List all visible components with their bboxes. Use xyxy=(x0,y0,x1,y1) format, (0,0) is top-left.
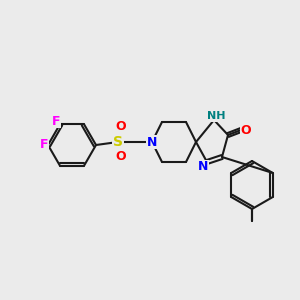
Text: S: S xyxy=(113,135,123,149)
Text: O: O xyxy=(116,151,126,164)
Text: NH: NH xyxy=(207,111,225,121)
Text: F: F xyxy=(52,115,60,128)
Text: O: O xyxy=(241,124,251,136)
Text: O: O xyxy=(116,121,126,134)
Text: F: F xyxy=(40,139,48,152)
Text: N: N xyxy=(147,136,157,148)
Text: N: N xyxy=(198,160,208,173)
